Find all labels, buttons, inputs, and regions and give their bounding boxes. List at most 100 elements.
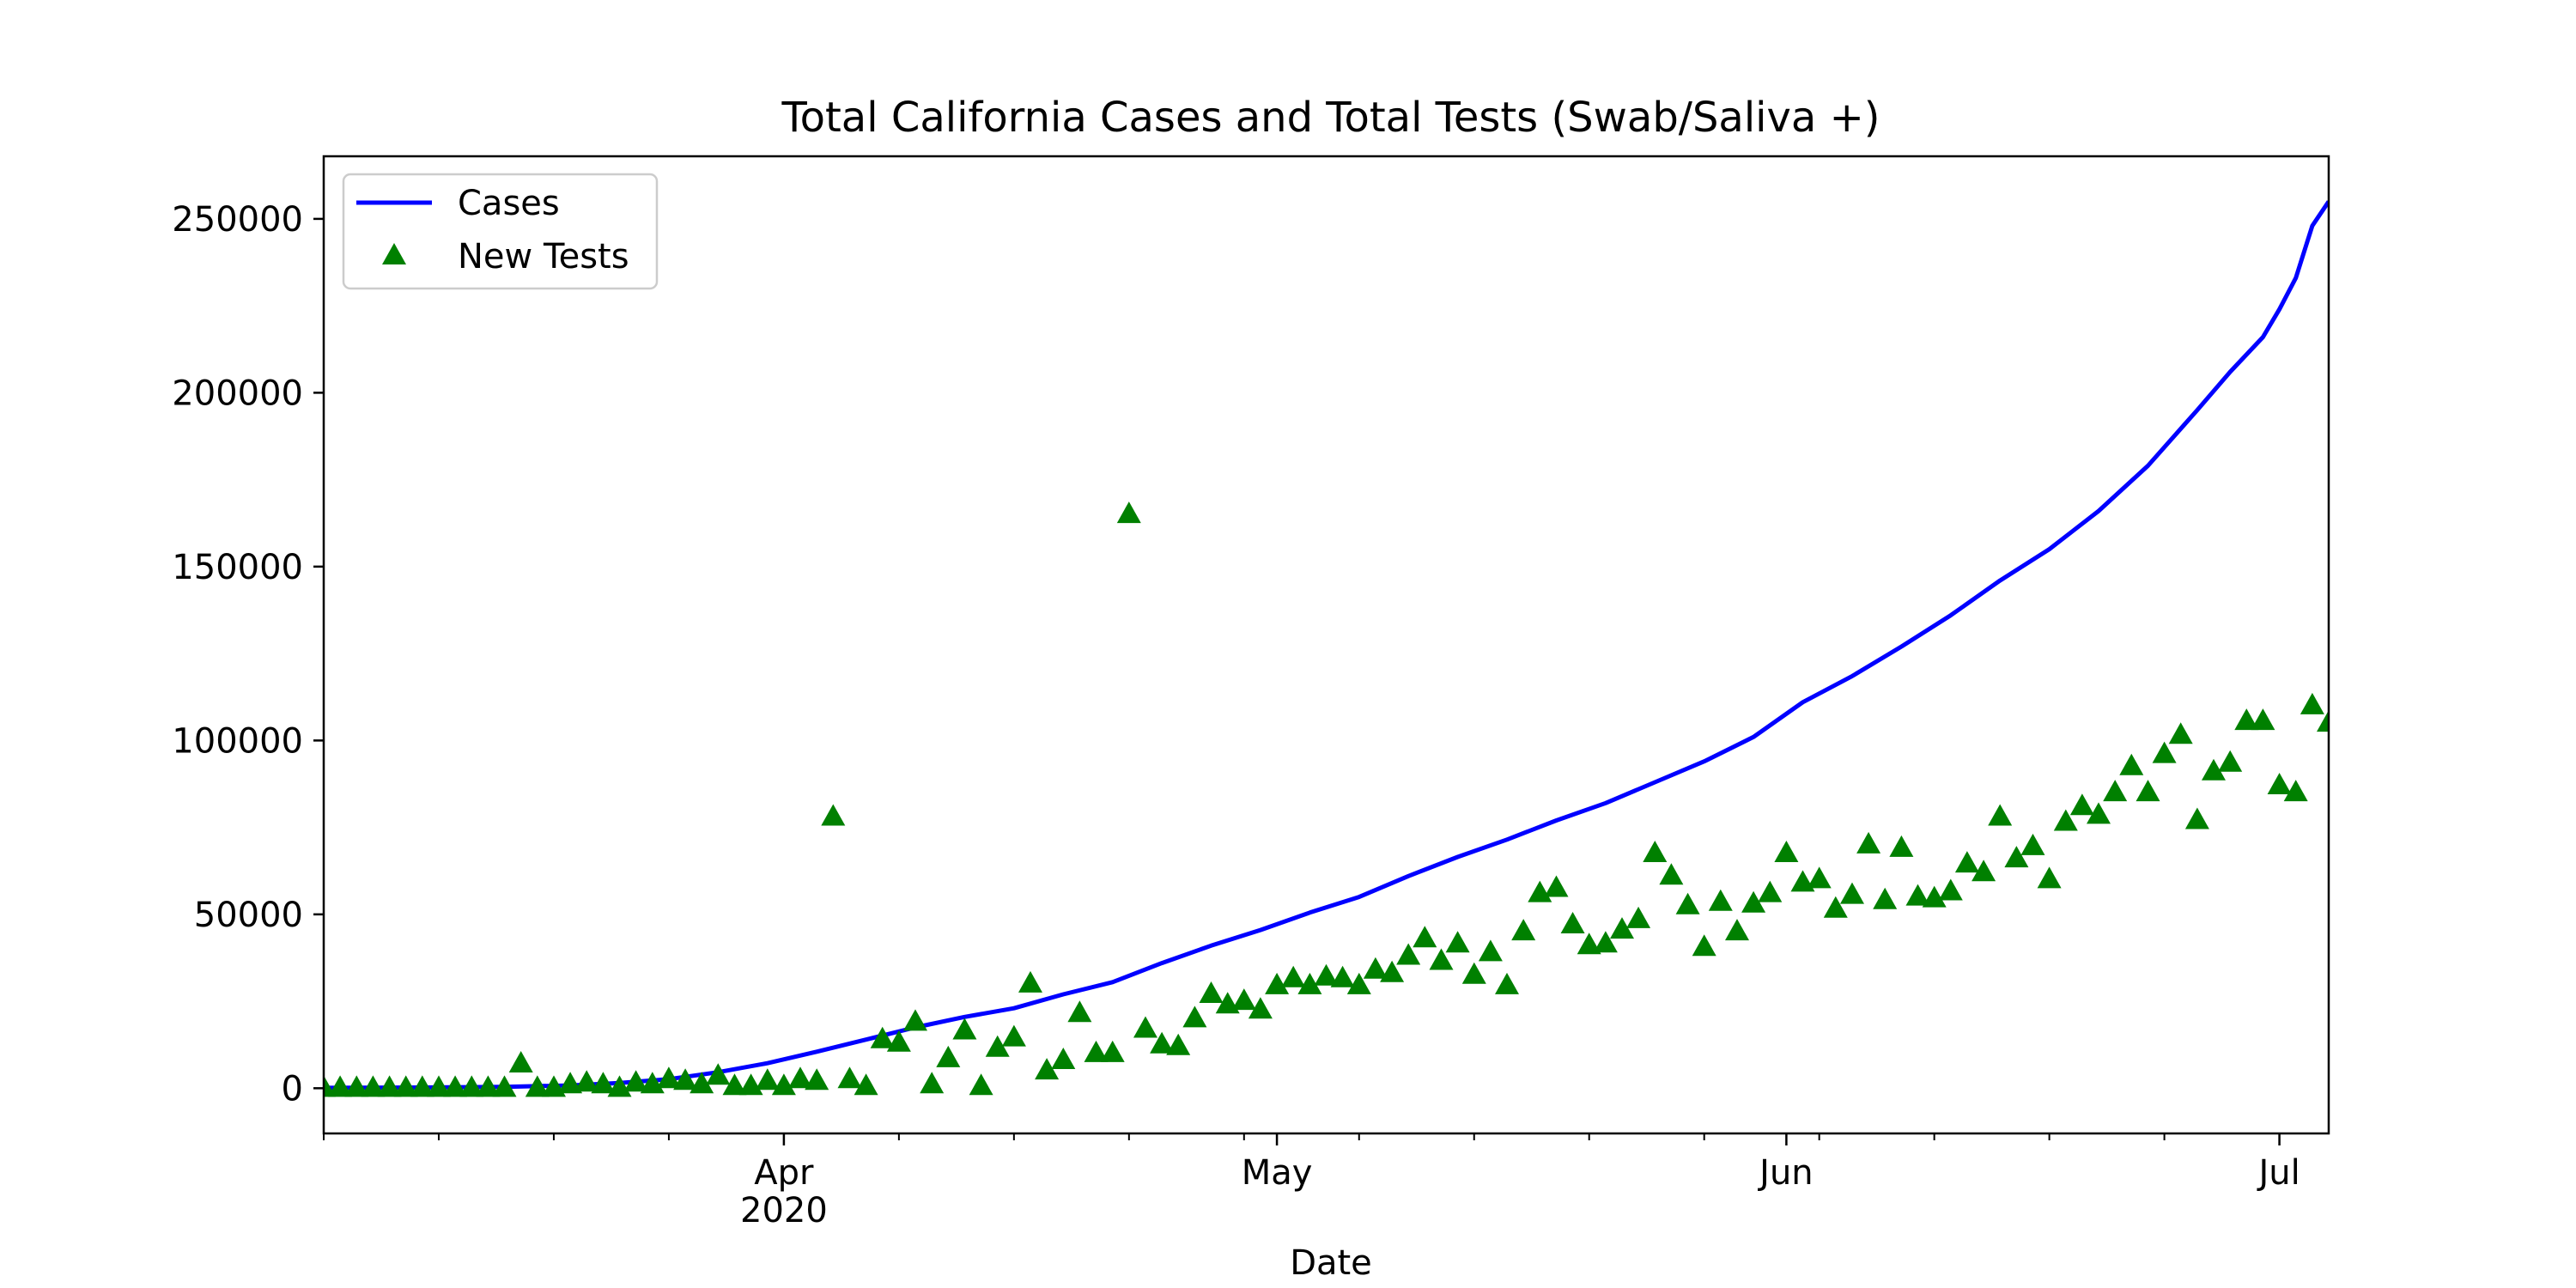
series-point-1-29 [788,1066,812,1089]
series-point-1-13 [525,1075,550,1097]
series-point-1-87 [1741,890,1766,913]
series-point-1-1 [328,1075,353,1097]
series-point-1-6 [410,1075,434,1097]
series-point-1-31 [821,804,846,826]
series-point-1-80 [1626,906,1651,928]
y-tick-label-4: 200000 [172,374,303,413]
series-point-1-62 [1330,965,1355,987]
series-point-1-58 [1265,972,1290,994]
series-point-1-10 [476,1075,501,1097]
series-point-1-49 [1116,501,1141,524]
series-point-1-47 [1084,1040,1109,1062]
series-point-1-28 [771,1073,796,1096]
series-point-1-97 [1905,884,1930,906]
series-point-1-112 [2152,741,2177,763]
series-point-1-101 [1971,860,1996,882]
series-point-1-103 [2004,846,2029,868]
series-point-1-16 [574,1070,599,1092]
series-point-1-100 [1954,851,1979,873]
x-tick-label-0: Apr [754,1153,814,1193]
series-point-1-114 [2184,807,2209,829]
series-point-1-57 [1248,997,1273,1019]
series-point-1-66 [1396,943,1421,965]
series-point-1-12 [508,1051,533,1072]
series-point-1-76 [1560,912,1585,933]
series-point-1-17 [591,1072,616,1094]
series-point-1-3 [361,1075,386,1097]
series-point-1-68 [1429,948,1454,970]
chart-title: Total California Cases and Total Tests (… [781,94,1880,142]
series-point-1-64 [1363,957,1388,979]
series-point-1-77 [1577,933,1601,955]
y-tick-label-3: 150000 [172,548,303,587]
series-point-1-96 [1889,835,1914,857]
series-point-1-8 [443,1075,468,1097]
series-point-1-82 [1659,863,1684,885]
x-tick-sublabel-0: 2020 [740,1191,828,1230]
series-point-1-46 [1067,1000,1092,1023]
series-point-1-106 [2053,809,2078,831]
series-point-1-30 [805,1068,829,1091]
series-point-1-34 [870,1026,895,1048]
series-point-1-73 [1511,919,1536,941]
series-point-1-93 [1840,882,1864,904]
series-point-1-92 [1823,896,1848,918]
series-point-1-88 [1758,880,1783,902]
legend: Cases New Tests [342,173,659,290]
series-point-1-75 [1544,875,1569,897]
series-point-1-108 [2087,802,2111,824]
series-point-1-35 [886,1030,911,1052]
series-point-1-44 [1035,1058,1060,1080]
series-point-1-72 [1495,972,1519,994]
x-tick-label-2: Jun [1757,1153,1814,1193]
series-point-1-21 [656,1066,681,1089]
series-point-1-60 [1297,972,1322,994]
y-tick-label-5: 250000 [172,200,303,240]
series-point-1-37 [920,1072,945,1094]
plot-frame [322,155,2330,1135]
series-point-1-70 [1461,962,1486,984]
series-point-1-117 [2234,708,2259,731]
series-point-1-19 [623,1070,648,1092]
series-point-1-119 [2267,773,2292,794]
series-point-1-51 [1150,1031,1175,1054]
series-point-1-54 [1199,981,1224,1003]
series-point-1-91 [1807,866,1832,889]
legend-label-0: Cases [458,184,560,223]
series-point-1-56 [1231,988,1256,1011]
series-point-1-24 [706,1063,731,1085]
series-point-1-79 [1610,917,1634,939]
series-point-1-53 [1182,1005,1207,1028]
series-point-1-38 [936,1045,961,1067]
series-point-1-90 [1790,870,1815,892]
x-axis-label: Date [1290,1243,1372,1283]
plot-inner [324,200,2329,1097]
series-point-1-115 [2202,758,2226,781]
series-point-1-32 [837,1066,862,1089]
series-point-1-50 [1133,1016,1157,1038]
series-point-1-63 [1346,972,1371,994]
series-point-1-23 [690,1072,714,1094]
series-point-1-15 [558,1072,583,1094]
series-point-1-98 [1922,885,1947,908]
series-point-1-102 [1988,804,2013,826]
series-point-1-40 [969,1073,993,1096]
series-point-1-42 [1001,1024,1026,1047]
series-point-1-25 [722,1073,747,1096]
series-point-1-118 [2251,708,2275,731]
series-point-1-69 [1445,931,1470,953]
series-point-1-89 [1774,841,1799,862]
legend-label-1: New Tests [458,237,629,276]
y-tick-label-2: 100000 [172,721,303,761]
series-point-1-11 [492,1075,517,1097]
series-point-1-81 [1643,841,1668,862]
series-point-1-41 [985,1035,1010,1057]
series-point-1-113 [2168,722,2193,744]
series-point-1-111 [2136,780,2160,802]
series-point-1-65 [1380,960,1405,982]
series-point-1-27 [755,1068,780,1091]
series-point-1-85 [1708,889,1733,911]
series-point-1-121 [2300,692,2324,714]
